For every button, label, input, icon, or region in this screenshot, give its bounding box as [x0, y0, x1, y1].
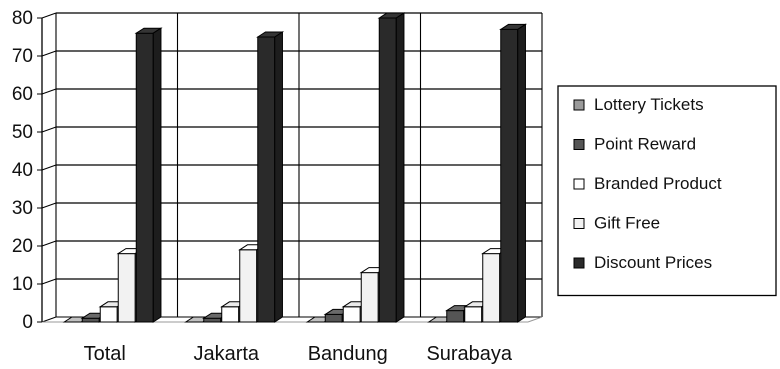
gridline-depth — [41, 278, 57, 285]
bar-front — [257, 36, 276, 323]
bar-front — [342, 306, 361, 323]
gridline-depth — [41, 164, 57, 171]
bar-front — [203, 317, 222, 323]
legend: Lottery Tickets Point Reward Branded Produ… — [557, 85, 777, 297]
legend-label: Branded Product — [594, 174, 722, 193]
bar-side — [152, 27, 162, 323]
bar-front — [221, 306, 240, 323]
bar-front — [324, 313, 343, 323]
bar — [256, 31, 285, 323]
gridline-depth — [41, 50, 57, 57]
y-tick-label: 40 — [12, 160, 33, 181]
legend-item: Point Reward — [573, 135, 696, 154]
legend-swatch — [573, 178, 585, 190]
bar — [499, 23, 528, 323]
bar-front — [239, 249, 258, 323]
plot-area — [41, 12, 543, 323]
category-label: Total — [84, 343, 126, 365]
legend-label: Lottery Tickets — [594, 95, 704, 114]
bar-side — [395, 12, 405, 323]
gridline-depth — [41, 12, 57, 19]
category-label: Surabaya — [426, 343, 512, 365]
y-tick-label: 70 — [12, 46, 33, 67]
y-axis-ticks: 0 10 20 30 40 50 60 70 80 — [12, 8, 42, 333]
legend-swatch — [573, 139, 585, 150]
x-axis-labels: Total Jakarta Bandung Surabaya — [84, 343, 513, 365]
gridline-depth — [41, 88, 57, 95]
category-label: Jakarta — [193, 343, 259, 365]
bar-front — [117, 253, 136, 323]
bar-front — [464, 306, 483, 323]
gridline-depth — [41, 126, 57, 133]
legend-box — [557, 85, 777, 297]
bar-front — [135, 32, 154, 323]
legend-item: Branded Product — [573, 174, 722, 193]
category-label: Bandung — [308, 343, 388, 365]
y-tick-label: 30 — [12, 198, 33, 219]
gridlines — [41, 12, 543, 323]
y-tick-label: 10 — [12, 274, 33, 295]
legend-swatch — [573, 99, 585, 111]
bar-front — [446, 310, 465, 323]
legend-label: Discount Prices — [594, 253, 712, 272]
gridline-depth — [41, 202, 57, 209]
legend-item: Lottery Tickets — [573, 95, 704, 114]
bar — [134, 27, 163, 323]
legend-label: Gift Free — [594, 214, 660, 233]
y-tick-label: 0 — [22, 312, 33, 333]
gridline-depth — [41, 240, 57, 247]
bar-side — [517, 23, 526, 323]
floor-side-edge — [527, 316, 543, 323]
bar-front — [99, 306, 118, 323]
bar — [377, 12, 406, 323]
legend-label: Point Reward — [594, 135, 696, 154]
bar-front — [81, 317, 100, 323]
y-tick-label: 60 — [12, 84, 33, 105]
legend-item: Gift Free — [573, 214, 660, 233]
legend-swatch — [573, 218, 585, 229]
y-tick-label: 20 — [12, 236, 33, 257]
bars — [62, 12, 528, 323]
bar-front — [482, 253, 501, 323]
y-tick-label: 80 — [12, 8, 33, 29]
bar-front — [378, 17, 397, 323]
y-tick-label: 50 — [12, 122, 33, 143]
legend-item: Discount Prices — [573, 253, 712, 272]
legend-swatch — [573, 257, 585, 269]
bar-front — [500, 28, 519, 323]
bar-side — [274, 31, 283, 323]
bar-front — [360, 272, 379, 323]
gridline-depth — [41, 316, 57, 323]
